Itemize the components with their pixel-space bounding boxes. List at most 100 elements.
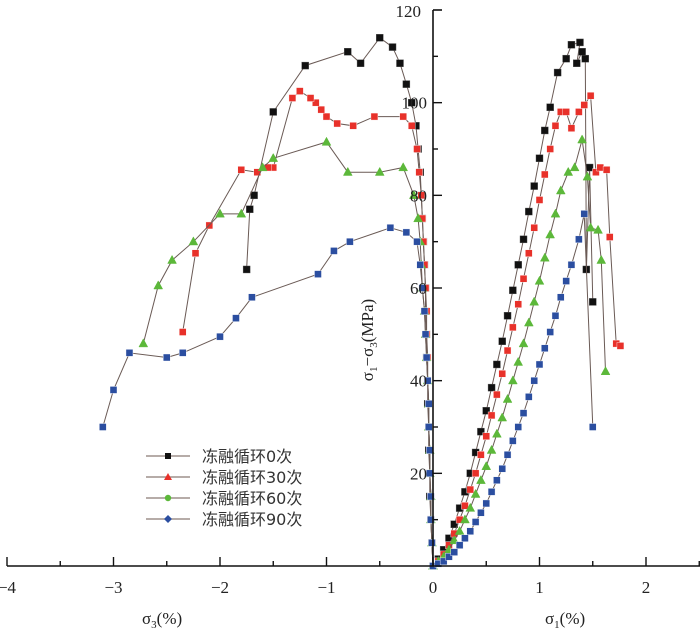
data-point [413, 145, 421, 153]
data-point [388, 43, 397, 51]
y-tick-label: 40 [410, 372, 427, 391]
data-point [545, 229, 555, 239]
data-point [344, 48, 352, 56]
data-point [465, 502, 476, 512]
y-tick-label: 100 [402, 94, 428, 113]
data-point [416, 261, 424, 269]
data-point [477, 427, 485, 436]
data-point [514, 261, 522, 269]
data-point [398, 162, 409, 172]
data-point [423, 376, 432, 385]
data-point [482, 499, 490, 508]
data-point [589, 298, 597, 306]
data-point [585, 163, 594, 172]
data-point [450, 548, 458, 556]
data-point [497, 412, 508, 422]
data-point [602, 166, 611, 174]
data-point [125, 349, 134, 357]
data-point [578, 48, 586, 56]
data-point [498, 370, 506, 378]
data-point [518, 338, 529, 348]
data-point [427, 492, 435, 501]
x-ticks: −4 −3 −2 −1 0 1 2 [0, 557, 700, 597]
legend-label: 冻融循环90次 [202, 510, 302, 529]
data-point [580, 101, 588, 109]
data-point [314, 270, 322, 278]
data-point [461, 502, 469, 510]
data-point [535, 154, 544, 162]
data-point [268, 152, 279, 162]
series-line-lateral [102, 227, 434, 567]
data-point [541, 170, 549, 179]
data-point [481, 461, 492, 470]
data-point [596, 163, 604, 172]
data-point [493, 476, 501, 484]
data-point [487, 488, 496, 496]
data-point [508, 375, 518, 385]
data-point [529, 296, 540, 306]
data-point [370, 112, 379, 121]
data-point [539, 252, 550, 262]
data-point [576, 38, 584, 47]
data-point [585, 222, 596, 232]
data-point [562, 277, 570, 285]
data-point [454, 525, 465, 535]
data-point [486, 444, 497, 454]
data-point [237, 166, 246, 174]
data-point [487, 411, 496, 420]
data-point [580, 210, 588, 218]
x-tick-label: 2 [642, 578, 651, 597]
x-tick-label: −1 [317, 578, 335, 597]
data-point [163, 353, 171, 362]
y-axis-title: σ1−σ3(MPa) [358, 299, 380, 381]
data-point [296, 87, 304, 95]
data-point [466, 485, 474, 494]
data-point [581, 54, 589, 63]
data-point [535, 360, 544, 369]
data-point [99, 423, 107, 431]
data-point [509, 286, 517, 295]
data-point [593, 224, 603, 234]
data-point [600, 366, 611, 375]
data-point [575, 108, 583, 116]
data-point [471, 518, 480, 526]
series-layer [99, 34, 625, 570]
data-point [582, 171, 593, 181]
legend-marker-triangle-icon [164, 473, 172, 480]
data-point [477, 509, 485, 517]
data-point [541, 126, 549, 135]
data-point [413, 237, 421, 246]
legend-marker-diamond-icon [164, 515, 172, 523]
data-point [269, 108, 277, 116]
data-point [421, 330, 430, 339]
data-point [408, 122, 416, 130]
legend-marker-square-icon [165, 453, 171, 459]
data-point [551, 122, 560, 130]
data-point [567, 124, 576, 132]
data-point [616, 342, 625, 350]
data-point [399, 112, 407, 121]
x-axis-title-right: σ1(%) [545, 609, 585, 631]
data-point [546, 103, 554, 112]
data-point [567, 261, 576, 269]
data-point [557, 293, 565, 301]
data-point [460, 514, 470, 524]
data-point [546, 145, 554, 153]
data-point [487, 383, 496, 392]
data-point [514, 300, 522, 308]
legend-marker-circle-icon [164, 494, 172, 502]
data-point [493, 390, 501, 399]
data-point [575, 235, 583, 244]
data-point [509, 323, 517, 332]
data-point [376, 34, 384, 42]
data-point [553, 68, 562, 77]
data-point [425, 400, 433, 408]
data-point [333, 119, 341, 128]
data-point [562, 108, 570, 116]
x-tick-label: −2 [211, 578, 229, 597]
data-point [374, 166, 385, 176]
series-line-axial [432, 139, 606, 567]
data-point [346, 237, 354, 246]
data-point [493, 360, 501, 369]
legend-label: 冻融循环60次 [202, 489, 302, 508]
